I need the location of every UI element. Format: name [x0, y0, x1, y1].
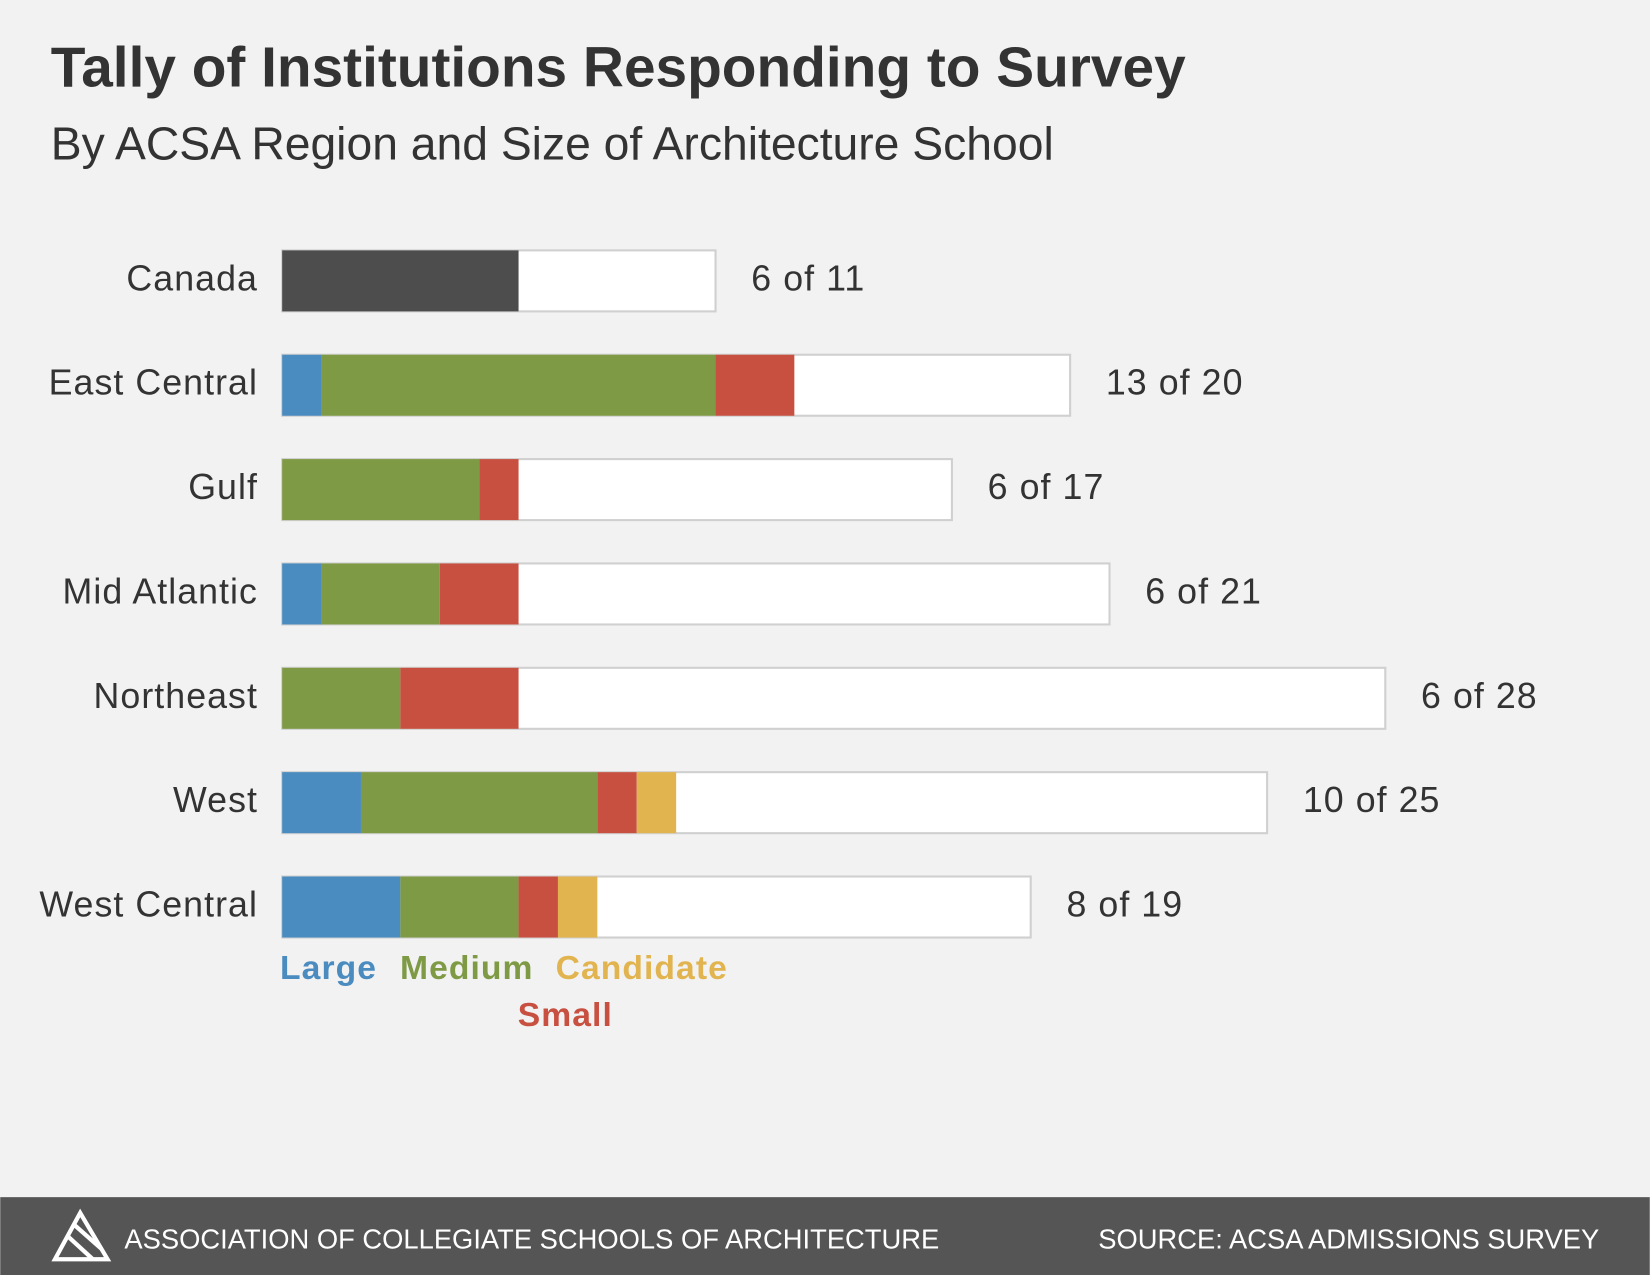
bar-segment [518, 876, 558, 938]
footer-bar [0, 1197, 1650, 1275]
bar-segment [597, 772, 637, 834]
category-label: Canada [126, 258, 258, 298]
bar-segment [360, 772, 598, 834]
category-label: Gulf [188, 467, 258, 507]
value-label: 8 of 19 [1066, 884, 1183, 924]
value-label: 13 of 20 [1106, 363, 1244, 403]
bar-segment [715, 354, 795, 416]
bar-segment [321, 354, 716, 416]
value-label: 6 of 11 [751, 258, 865, 298]
category-label: West Central [39, 884, 258, 924]
bar-segment [321, 563, 440, 625]
category-label: East Central [49, 363, 258, 403]
category-label: Northeast [94, 676, 258, 716]
bar-segment [636, 772, 677, 834]
footer-right: SOURCE: ACSA ADMISSIONS SURVEY [1098, 1224, 1599, 1255]
bar-segment [557, 876, 598, 938]
bar-segment [479, 459, 519, 521]
value-label: 10 of 25 [1303, 780, 1441, 820]
bar-segment [282, 667, 401, 729]
category-label: West [173, 780, 258, 820]
legend-label: Medium [400, 950, 533, 987]
bar-segment [282, 250, 519, 312]
chart-subtitle: By ACSA Region and Size of Architecture … [51, 117, 1054, 169]
category-label: Mid Atlantic [63, 571, 258, 611]
value-label: 6 of 21 [1145, 571, 1262, 611]
bar-segment [282, 772, 361, 834]
chart-title: Tally of Institutions Responding to Surv… [51, 37, 1186, 100]
legend-label: Small [518, 997, 613, 1034]
bar-segment [400, 667, 519, 729]
bar-segment [282, 563, 322, 625]
bar-segment [282, 354, 322, 416]
legend-label: Candidate [556, 950, 728, 987]
bar-segment [439, 563, 519, 625]
bar-segment [282, 459, 480, 521]
value-label: 6 of 17 [988, 467, 1105, 507]
value-label: 6 of 28 [1421, 676, 1538, 716]
logo [51, 1208, 112, 1262]
bar-segment [400, 876, 519, 938]
bar-segment [282, 876, 401, 938]
footer-left: ASSOCIATION OF COLLEGIATE SCHOOLS OF ARC… [124, 1224, 939, 1255]
legend-label: Large [280, 950, 377, 987]
